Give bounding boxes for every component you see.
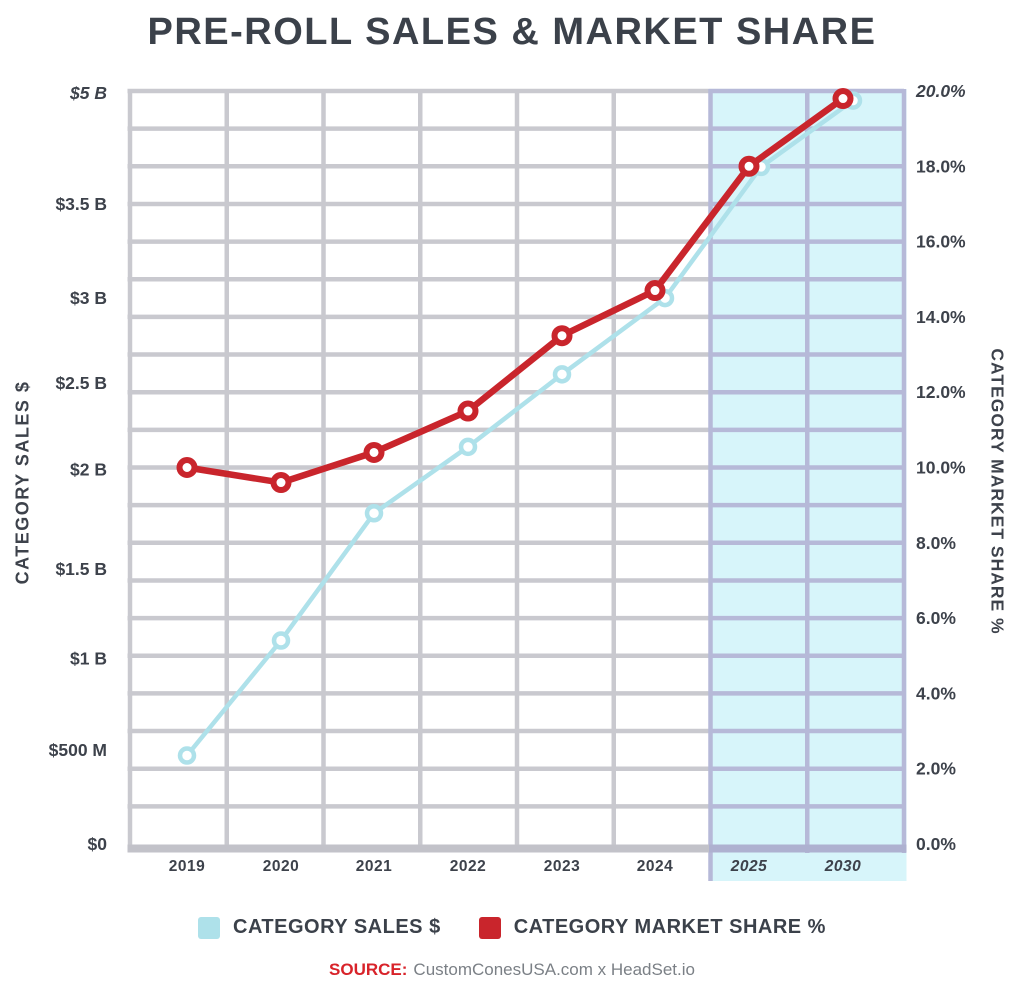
legend-item-sales: CATEGORY SALES $ xyxy=(198,916,441,939)
sales-data-point xyxy=(458,437,478,457)
sales-data-point xyxy=(271,631,291,650)
share-data-point xyxy=(832,88,854,110)
sales-legend-swatch xyxy=(198,916,221,939)
share-legend-swatch xyxy=(478,916,501,939)
right-axis-tick-label: 20.0% xyxy=(915,81,966,101)
left-axis-tick-label: $3 B xyxy=(70,288,107,308)
sales-data-point xyxy=(177,746,197,765)
left-axis-tick-label: $0 xyxy=(88,834,108,854)
left-axis-tick-label: $1.5 B xyxy=(55,559,107,579)
left-axis-tick-label: $500 M xyxy=(49,740,107,760)
right-axis-tick-label: 14.0% xyxy=(916,307,966,327)
x-axis-label: 2020 xyxy=(263,858,299,875)
left-axis-tick-label: $2 B xyxy=(70,459,107,479)
x-axis-label: 2025 xyxy=(730,858,767,875)
x-axis-label: 2024 xyxy=(637,858,673,875)
x-axis-label: 2022 xyxy=(450,858,486,875)
right-axis-tick-label: 0.0% xyxy=(916,834,956,854)
share-data-point xyxy=(738,155,760,177)
legend-item-share: CATEGORY MARKET SHARE % xyxy=(478,916,826,939)
right-axis-tick-label: 4.0% xyxy=(916,683,956,703)
sales-data-point xyxy=(364,504,384,523)
x-axis-label: 2023 xyxy=(544,858,580,875)
left-axis-tick-label: $3.5 B xyxy=(55,194,107,214)
left-axis-tick-label: $5 B xyxy=(69,83,107,103)
right-axis-tick-label: 6.0% xyxy=(916,608,956,628)
share-data-point xyxy=(270,472,292,494)
right-axis-tick-label: 12.0% xyxy=(916,382,966,402)
left-axis-tick-label: $2.5 B xyxy=(55,373,107,393)
x-axis-label: 2021 xyxy=(356,858,392,875)
share-data-point xyxy=(176,457,198,478)
x-axis-label: 2019 xyxy=(169,858,205,875)
legend: CATEGORY SALES $ CATEGORY MARKET SHARE % xyxy=(0,916,1024,939)
share-legend-label: CATEGORY MARKET SHARE % xyxy=(513,916,826,938)
source-line: SOURCE: CustomConesUSA.com x HeadSet.io xyxy=(0,960,1024,980)
sales-line xyxy=(184,98,856,758)
left-axis-tick-label: $1 B xyxy=(70,648,107,668)
source-label: SOURCE: xyxy=(329,960,408,979)
right-axis-tick-label: 10.0% xyxy=(916,458,966,478)
chart-title: PRE-ROLL SALES & MARKET SHARE xyxy=(147,11,877,53)
right-axis-tick-label: 2.0% xyxy=(916,759,956,779)
share-data-point xyxy=(644,280,666,302)
sales-legend-label: CATEGORY SALES $ xyxy=(233,916,441,938)
right-axis-tick-label: 16.0% xyxy=(916,232,966,252)
sales-data-point xyxy=(552,365,572,384)
share-line xyxy=(183,95,847,486)
share-data-point xyxy=(457,400,479,422)
share-data-point xyxy=(551,325,573,347)
share-data-point xyxy=(363,441,385,463)
right-axis-tick-label: 8.0% xyxy=(916,533,956,553)
right-axis-tick-label: 18.0% xyxy=(916,156,966,176)
source-text: CustomConesUSA.com x HeadSet.io xyxy=(413,960,695,979)
x-axis-label: 2030 xyxy=(824,858,861,875)
